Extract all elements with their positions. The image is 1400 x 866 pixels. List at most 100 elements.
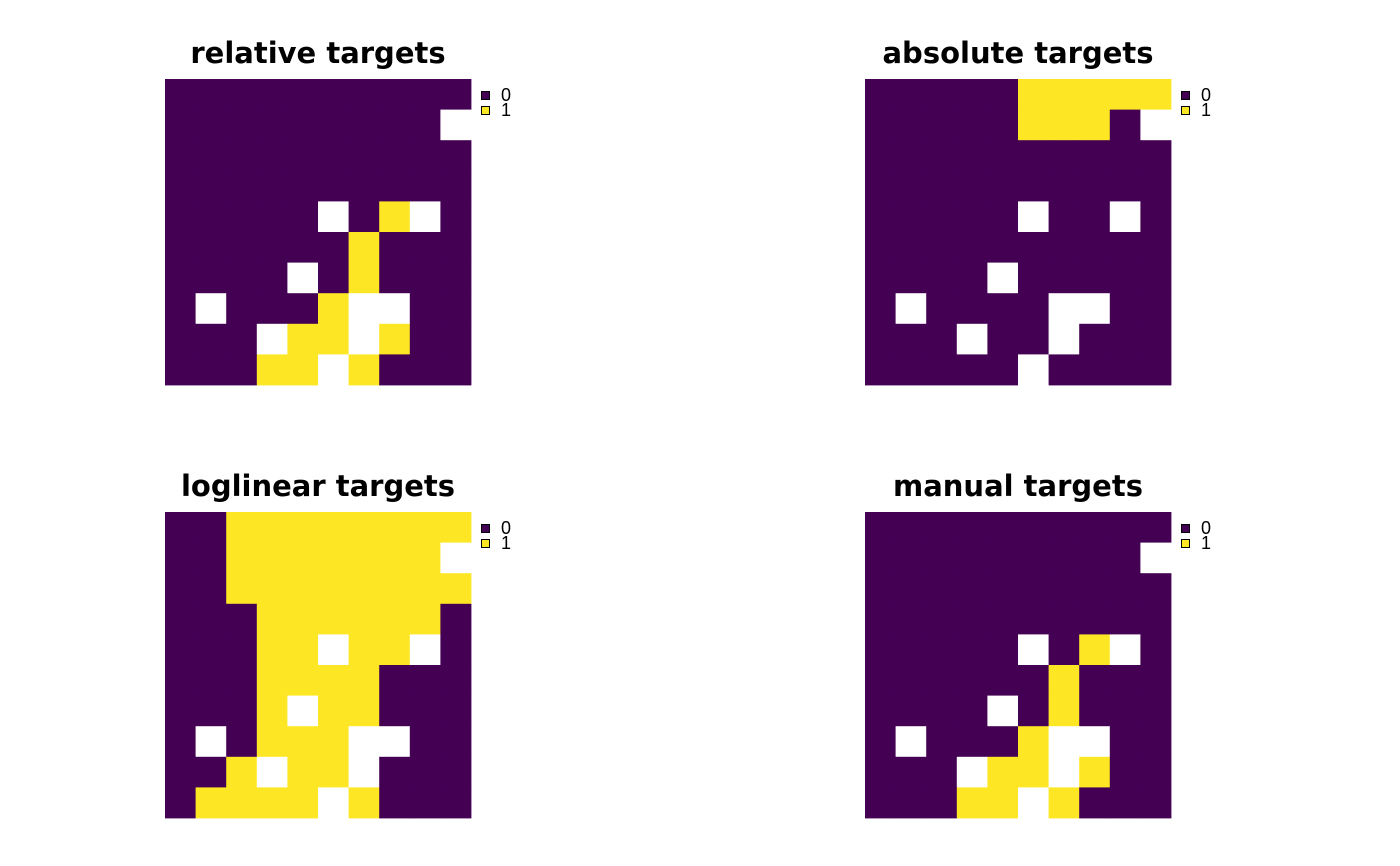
raster-cell xyxy=(409,603,441,635)
legend-swatch-1 xyxy=(481,106,490,115)
raster-cell xyxy=(165,695,196,727)
raster-cell xyxy=(1018,170,1049,202)
raster-cell xyxy=(226,634,258,666)
raster-cell xyxy=(287,323,319,355)
raster-cell xyxy=(287,293,319,325)
raster-cell xyxy=(348,603,380,635)
raster-cell xyxy=(1140,201,1172,233)
raster-cell xyxy=(865,756,896,788)
raster-cell xyxy=(956,542,988,574)
raster-cell xyxy=(165,232,196,263)
raster-cell xyxy=(379,695,411,727)
raster-cell xyxy=(865,634,896,666)
raster-cell xyxy=(409,201,441,233)
raster-cell xyxy=(1048,634,1080,666)
raster-cell xyxy=(379,726,411,758)
raster-cell xyxy=(1109,79,1141,110)
raster-cell xyxy=(379,170,411,202)
raster-cell xyxy=(956,573,988,605)
raster-cell xyxy=(865,109,896,141)
raster-cell xyxy=(409,542,441,574)
raster-cell xyxy=(1079,695,1111,727)
raster-cell xyxy=(926,170,958,202)
raster-cell xyxy=(379,354,411,386)
raster-cell xyxy=(987,726,1019,758)
raster-cell xyxy=(409,262,441,294)
raster-cell xyxy=(165,323,196,355)
raster-cell xyxy=(1079,293,1111,325)
raster-cell xyxy=(318,726,349,758)
raster-cell xyxy=(1048,787,1080,819)
raster-cell xyxy=(1109,634,1141,666)
raster-cell xyxy=(895,787,927,819)
raster-cell xyxy=(1048,140,1080,172)
raster-cell xyxy=(348,201,380,233)
raster-cell xyxy=(440,695,472,727)
raster-cell xyxy=(379,542,411,574)
raster-cell xyxy=(226,573,258,605)
legend-label: 1 xyxy=(501,100,512,120)
raster-cell xyxy=(226,79,258,110)
raster-cell xyxy=(1079,542,1111,574)
raster-cell xyxy=(195,756,227,788)
raster-cell xyxy=(195,293,227,325)
raster-cell xyxy=(318,109,349,141)
raster-cell xyxy=(956,354,988,386)
raster-cell xyxy=(1048,293,1080,325)
raster-cell xyxy=(379,140,411,172)
raster-cell xyxy=(956,293,988,325)
raster-cell xyxy=(165,512,196,543)
raster-cell xyxy=(379,201,411,233)
raster-cell xyxy=(379,787,411,819)
raster-cell xyxy=(165,262,196,294)
raster-cell xyxy=(226,232,258,263)
raster-cell xyxy=(1109,756,1141,788)
raster-cell xyxy=(409,665,441,696)
raster-cell xyxy=(1079,140,1111,172)
raster-cell xyxy=(1140,323,1172,355)
raster-cell xyxy=(1140,634,1172,666)
raster-cell xyxy=(987,634,1019,666)
raster-cell xyxy=(956,603,988,635)
raster-cell xyxy=(440,354,472,386)
raster-cell xyxy=(1018,232,1049,263)
raster-cell xyxy=(165,726,196,758)
panel-title: manual targets xyxy=(893,469,1143,503)
raster-cell xyxy=(1140,232,1172,263)
raster-cell xyxy=(165,573,196,605)
raster-cell xyxy=(379,573,411,605)
raster-cell xyxy=(409,79,441,110)
raster-cell xyxy=(956,140,988,172)
raster-cell xyxy=(1079,512,1111,543)
raster-cell xyxy=(1018,293,1049,325)
legend-swatch-1 xyxy=(1181,539,1190,548)
raster-cell xyxy=(226,665,258,696)
raster-cell xyxy=(956,201,988,233)
panel-relative-targets: relative targets 0 1 xyxy=(0,0,700,433)
raster-cell xyxy=(926,201,958,233)
legend-swatch-0 xyxy=(481,91,490,100)
raster-cell xyxy=(1018,109,1049,141)
raster-cell xyxy=(895,79,927,110)
raster-cell xyxy=(926,695,958,727)
legend-item-0: 0 xyxy=(1181,518,1241,538)
raster-cell xyxy=(1018,512,1049,543)
raster-cell xyxy=(409,293,441,325)
raster-cell xyxy=(348,323,380,355)
raster-cell xyxy=(195,170,227,202)
raster-cell xyxy=(926,787,958,819)
raster-cell xyxy=(165,79,196,110)
raster-cell xyxy=(318,323,349,355)
legend-item-1: 1 xyxy=(481,533,541,553)
raster-cell xyxy=(865,354,896,386)
raster-cell xyxy=(987,695,1019,727)
raster-cell xyxy=(865,603,896,635)
raster-cell xyxy=(1018,262,1049,294)
raster-cell xyxy=(440,665,472,696)
raster-cell xyxy=(956,323,988,355)
raster-cell xyxy=(987,542,1019,574)
raster-cell xyxy=(440,109,472,141)
raster-cell xyxy=(348,665,380,696)
raster-cell xyxy=(1048,323,1080,355)
raster-cell xyxy=(165,140,196,172)
